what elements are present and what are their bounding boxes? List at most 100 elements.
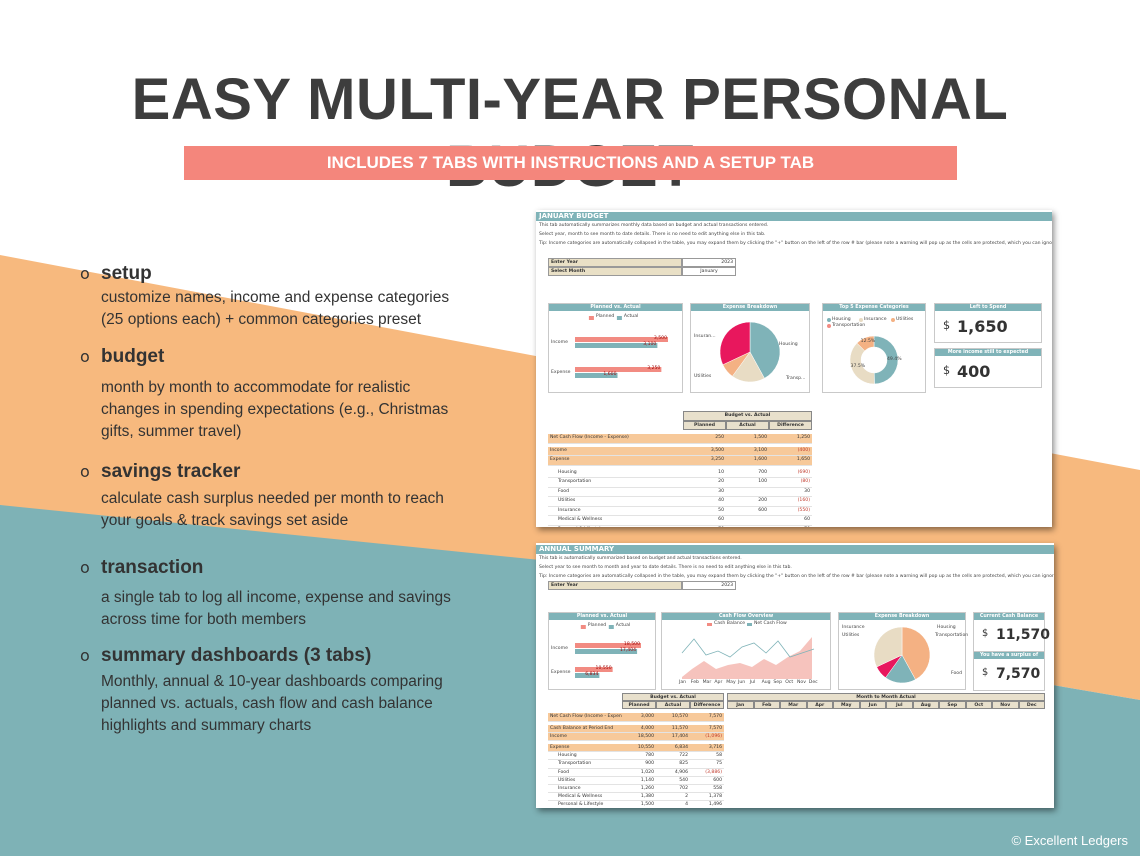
- sheet-title: ANNUAL SUMMARY: [536, 545, 1054, 554]
- table-value: 1,140: [622, 777, 656, 785]
- row-label: Personal & Lifestyle: [548, 526, 683, 528]
- month-label: Mar: [702, 680, 712, 685]
- value-label: 17,404: [620, 648, 637, 653]
- row-label: Income: [548, 732, 622, 741]
- feature-title: budget: [101, 346, 165, 367]
- month-column-header: Jul: [886, 701, 913, 709]
- table-value: 7,570: [690, 724, 724, 733]
- donut-slice: [856, 335, 875, 352]
- feature-description: gifts, summer travel): [101, 423, 242, 440]
- table-value: 75: [690, 760, 724, 769]
- pie-label: Utilities: [694, 374, 712, 379]
- card-title: Top 5 Expense Categories: [823, 304, 925, 311]
- legend-label: Actual: [615, 623, 631, 628]
- input-value: 2023: [682, 258, 736, 267]
- month-label: Feb: [690, 680, 699, 685]
- value-label: 10,550: [595, 666, 612, 671]
- legend-dot: [891, 318, 895, 322]
- table-value: 70: [683, 526, 726, 528]
- month-column-header: Aug: [912, 701, 939, 709]
- table-value: 3,500: [683, 446, 726, 456]
- kpi-card: Left to Spend $1,650: [934, 303, 1042, 343]
- feature-description: Monthly, annual & 10-year dashboards com…: [101, 673, 443, 690]
- bar: [575, 667, 613, 672]
- feature-description: highlights and summary charts: [101, 717, 312, 734]
- table-title: Budget vs. Actual: [622, 693, 724, 702]
- table-value: 1,260: [622, 785, 656, 794]
- table-value: 1,500: [622, 801, 656, 808]
- pie-slice: [873, 626, 903, 668]
- top5-card: Top 5 Expense Categories Housing Insurance…: [822, 303, 926, 393]
- pie-label: Insuran...: [694, 334, 716, 339]
- table-value: 1,378: [690, 793, 724, 802]
- kpi-card: More income still to expected $400: [934, 348, 1042, 388]
- category-label: Expense: [551, 370, 571, 375]
- table-value: 600: [690, 777, 724, 785]
- table-value: 702: [656, 785, 690, 794]
- row-label: Housing: [548, 469, 683, 478]
- legend-swatch: [747, 623, 752, 626]
- month-label: Jun: [738, 680, 746, 685]
- row-label: Food: [548, 488, 683, 497]
- feature-description: your goals & track savings set aside: [101, 512, 349, 529]
- table-value: 1,650: [769, 456, 812, 466]
- legend-label: Actual: [623, 314, 639, 319]
- table-value: 1,496: [690, 801, 724, 808]
- legend-label: Planned: [587, 623, 607, 628]
- table-value: 4,000: [622, 724, 656, 733]
- bullet: o: [80, 462, 90, 481]
- kpi-card: Current Cash Balance $11,570: [973, 612, 1050, 652]
- january-budget-screenshot: JANUARY BUDGET This tab automatically sum…: [536, 210, 1052, 527]
- pie-slice: [749, 321, 781, 379]
- table-value: 540: [656, 777, 690, 785]
- legend-swatch: [608, 625, 614, 629]
- table-value: 30: [769, 488, 812, 497]
- card-title: Planned vs. Actual: [549, 304, 682, 311]
- pie-label: Insurance: [842, 625, 865, 630]
- card-title: You have a surplus of: [974, 652, 1044, 659]
- table-value: 50: [683, 507, 726, 516]
- row-label: Insurance: [548, 507, 683, 516]
- table-value: 2: [656, 793, 690, 802]
- kpi-amount: 1,650: [957, 317, 1008, 336]
- table-value: (160): [769, 497, 812, 507]
- card-title: Left to Spend: [935, 304, 1041, 311]
- category-label: Income: [551, 340, 568, 345]
- table-value: [726, 488, 769, 497]
- column-header: Planned: [683, 420, 726, 430]
- row-label: Housing: [548, 752, 622, 761]
- annual-summary-screenshot: ANNUAL SUMMARY This tab is automatically …: [536, 543, 1054, 808]
- table-value: 200: [726, 497, 769, 507]
- table-value: (3,886): [690, 769, 724, 777]
- month-column-header: Jun: [859, 701, 886, 709]
- legend-dot: [827, 324, 831, 328]
- table-value: 1,600: [726, 456, 769, 466]
- input-label: Select Month: [548, 267, 682, 276]
- table-value: 250: [683, 434, 726, 444]
- table-value: (400): [769, 446, 812, 456]
- month-label: May: [726, 680, 736, 685]
- pie-label: Utilities: [842, 633, 860, 638]
- value-label: 3,100: [643, 342, 657, 347]
- donut-label: 37.5%: [850, 364, 866, 370]
- kpi-amount: 11,570: [996, 626, 1051, 643]
- input-label: Enter Year: [548, 258, 682, 267]
- feature-description: across time for both members: [101, 611, 307, 628]
- chart-svg: [873, 626, 931, 684]
- pie-label: Transp...: [786, 376, 806, 381]
- bar: [575, 373, 618, 378]
- sheet-note: This tab automatically summarizes monthl…: [539, 223, 769, 228]
- category-label: Expense: [551, 670, 571, 675]
- row-label: Transportation: [548, 760, 622, 769]
- table-value: 825: [656, 760, 690, 769]
- feature-title: setup: [101, 263, 152, 284]
- legend-label: Planned: [595, 314, 615, 319]
- bar: [575, 643, 641, 648]
- legend-dot: [859, 318, 863, 322]
- bullet: o: [80, 646, 90, 665]
- chart-svg: [681, 623, 815, 679]
- card-title: More income still to expected: [935, 349, 1041, 356]
- row-label: Food: [548, 769, 622, 777]
- table-value: 6,834: [656, 744, 690, 753]
- teal-band-left: [0, 505, 540, 856]
